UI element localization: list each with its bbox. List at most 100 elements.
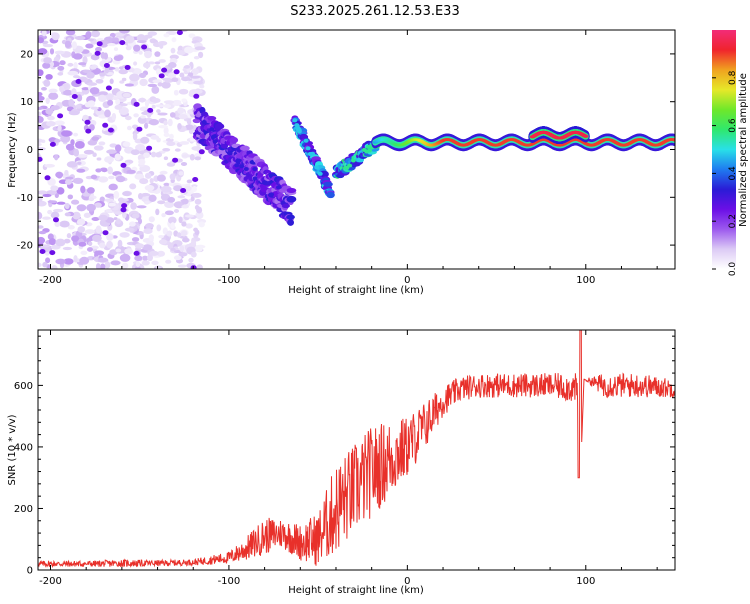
heatmap-noise-cell — [93, 145, 104, 151]
heatmap-noise-cell — [163, 156, 169, 161]
heatmap-noise-cell — [133, 101, 140, 107]
heatmap-noise-cell — [99, 242, 106, 249]
heatmap-noise-cell — [174, 148, 181, 152]
heatmap-noise-cell — [183, 65, 191, 69]
heatmap-noise-cell — [86, 187, 95, 194]
heatmap-noise-cell — [125, 45, 132, 51]
heatmap-noise-cell — [113, 55, 123, 61]
heatmap-noise-cell — [108, 183, 118, 191]
heatmap-noise-cell — [159, 170, 168, 175]
heatmap-noise-cell — [169, 173, 176, 181]
heatmap-noise-cell — [138, 158, 146, 166]
heatmap-noise-cell — [170, 222, 175, 229]
spectrogram-x-tick-label: 0 — [404, 275, 410, 286]
heatmap-noise-cell — [95, 263, 101, 269]
heatmap-noise-cell — [184, 214, 195, 218]
heatmap-noise-cell — [98, 91, 108, 96]
colorbar-tick-label: 0.2 — [728, 214, 738, 228]
heatmap-noise-cell — [108, 202, 116, 207]
heatmap-cells — [38, 30, 675, 269]
heatmap-noise-cell — [161, 67, 168, 73]
heatmap-noise-cell — [178, 252, 188, 257]
snr-x-tick-label: -200 — [39, 576, 62, 587]
heatmap-noise-cell — [144, 172, 152, 179]
heatmap-noise-cell — [190, 251, 197, 258]
heatmap-noise-cell — [124, 83, 135, 87]
heatmap-noise-cell — [192, 192, 202, 198]
heatmap-noise-cell — [107, 43, 116, 47]
heatmap-noise-cell — [114, 67, 120, 72]
heatmap-noise-cell — [64, 212, 71, 217]
heatmap-noise-cell — [173, 209, 180, 213]
heatmap-noise-cell — [154, 61, 161, 65]
heatmap-noise-cell — [177, 264, 187, 268]
heatmap-noise-cell — [60, 134, 71, 143]
heatmap-noise-cell — [118, 69, 128, 75]
heatmap-band-cell — [209, 127, 215, 132]
heatmap-noise-cell — [78, 241, 87, 247]
spectrogram-y-ticks: -20 -10 0 10 20 — [17, 29, 675, 270]
heatmap-noise-cell — [178, 216, 183, 224]
heatmap-noise-cell — [55, 238, 66, 247]
heatmap-noise-cell — [121, 203, 128, 209]
heatmap-noise-cell — [62, 246, 73, 251]
heatmap-noise-cell — [119, 80, 125, 84]
heatmap-noise-cell — [154, 51, 161, 57]
heatmap-noise-cell — [115, 175, 126, 183]
heatmap-band-cell — [361, 147, 367, 152]
heatmap-noise-cell — [158, 234, 164, 239]
heatmap-noise-cell — [149, 177, 154, 184]
snr-y-tick-label: 0 — [27, 566, 33, 577]
heatmap-noise-cell — [38, 95, 45, 102]
heatmap-noise-cell — [85, 128, 92, 134]
heatmap-noise-cell — [96, 41, 103, 47]
snr-frame — [37, 329, 676, 571]
heatmap-noise-cell — [74, 140, 85, 149]
colorbar-tick-label: 0.6 — [728, 118, 738, 133]
heatmap-noise-cell — [194, 156, 202, 161]
heatmap-noise-cell — [186, 179, 193, 184]
heatmap-band-cell — [314, 165, 320, 170]
heatmap-noise-cell — [68, 99, 75, 107]
heatmap-noise-cell — [38, 230, 47, 235]
heatmap-noise-cell — [72, 53, 83, 60]
heatmap-noise-cell — [106, 149, 117, 154]
heatmap-noise-cell — [92, 234, 102, 242]
heatmap-noise-cell — [48, 92, 59, 100]
heatmap-noise-cell — [107, 99, 114, 106]
heatmap-noise-cell — [181, 98, 187, 103]
heatmap-noise-cell — [181, 76, 190, 82]
heatmap-noise-cell — [136, 126, 143, 132]
heatmap-noise-cell — [54, 50, 65, 55]
heatmap-noise-cell — [152, 79, 163, 84]
heatmap-noise-cell — [124, 248, 134, 255]
heatmap-noise-cell — [181, 198, 189, 205]
heatmap-noise-cell — [193, 227, 199, 232]
spectrogram-x-tick-label: -200 — [39, 275, 62, 286]
heatmap-noise-cell — [148, 119, 160, 126]
heatmap-noise-cell — [167, 196, 176, 203]
heatmap-noise-cell — [177, 195, 186, 199]
heatmap-noise-cell — [72, 211, 81, 220]
heatmap-noise-cell — [98, 214, 108, 221]
heatmap-noise-cell — [176, 50, 186, 56]
heatmap-noise-cell — [59, 85, 65, 93]
heatmap-noise-cell — [132, 213, 140, 219]
heatmap-carrier-cell — [672, 138, 675, 142]
heatmap-noise-cell — [72, 75, 81, 79]
heatmap-noise-cell — [136, 205, 147, 209]
heatmap-noise-cell — [176, 30, 183, 36]
heatmap-band-cell — [286, 214, 295, 220]
heatmap-noise-cell — [158, 59, 166, 63]
heatmap-noise-cell — [114, 153, 121, 161]
heatmap-noise-cell — [65, 30, 76, 36]
heatmap-noise-cell — [73, 132, 79, 137]
heatmap-band-cell — [262, 180, 268, 185]
heatmap-noise-cell — [157, 82, 163, 87]
heatmap-noise-cell — [103, 63, 110, 68]
heatmap-noise-cell — [117, 197, 125, 203]
heatmap-noise-cell — [144, 50, 152, 59]
heatmap-noise-cell — [38, 142, 42, 147]
heatmap-noise-cell — [146, 254, 154, 262]
heatmap-noise-cell — [56, 201, 66, 205]
